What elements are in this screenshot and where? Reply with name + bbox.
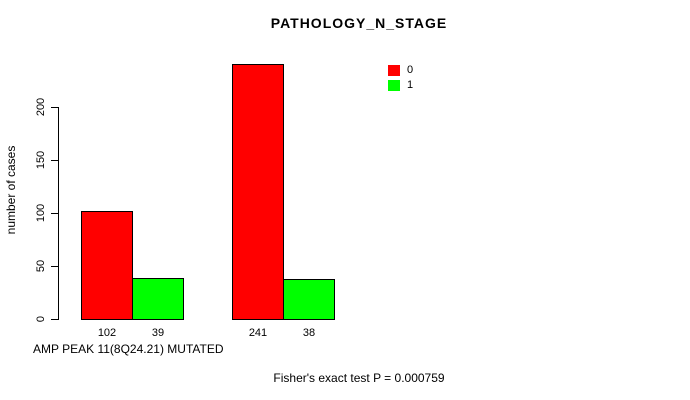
y-tick-label: 50 [35, 259, 47, 273]
y-tick-mark [51, 107, 58, 108]
y-tick-label: 200 [35, 97, 47, 117]
y-tick-label: 150 [35, 150, 47, 170]
fisher-test-annotation: Fisher's exact test P = 0.000759 [273, 371, 445, 385]
legend-entry: 1 [388, 78, 413, 93]
legend-swatch [388, 80, 400, 91]
x-axis-label: AMP PEAK 11(8Q24.21) MUTATED [33, 342, 224, 356]
y-tick-label: 0 [35, 315, 47, 323]
chart-title: PATHOLOGY_N_STAGE [270, 15, 448, 31]
bar [283, 279, 335, 320]
bar-value-label: 38 [302, 327, 316, 339]
y-tick-mark [51, 160, 58, 161]
y-axis-label: number of cases [4, 145, 18, 235]
bar-value-label: 39 [151, 327, 165, 339]
bar-value-label: 102 [97, 327, 117, 339]
legend-label: 1 [407, 79, 414, 91]
y-tick-mark [51, 213, 58, 214]
bar [132, 278, 184, 320]
bar-value-label: 241 [248, 327, 268, 339]
y-axis-line [58, 107, 59, 320]
y-tick-mark [51, 266, 58, 267]
legend-entry: 0 [388, 63, 413, 78]
legend-swatch [388, 65, 400, 76]
legend-label: 0 [407, 64, 414, 76]
bar [232, 64, 284, 320]
y-tick-label: 100 [35, 203, 47, 223]
y-tick-mark [51, 319, 58, 320]
bar [81, 211, 133, 320]
